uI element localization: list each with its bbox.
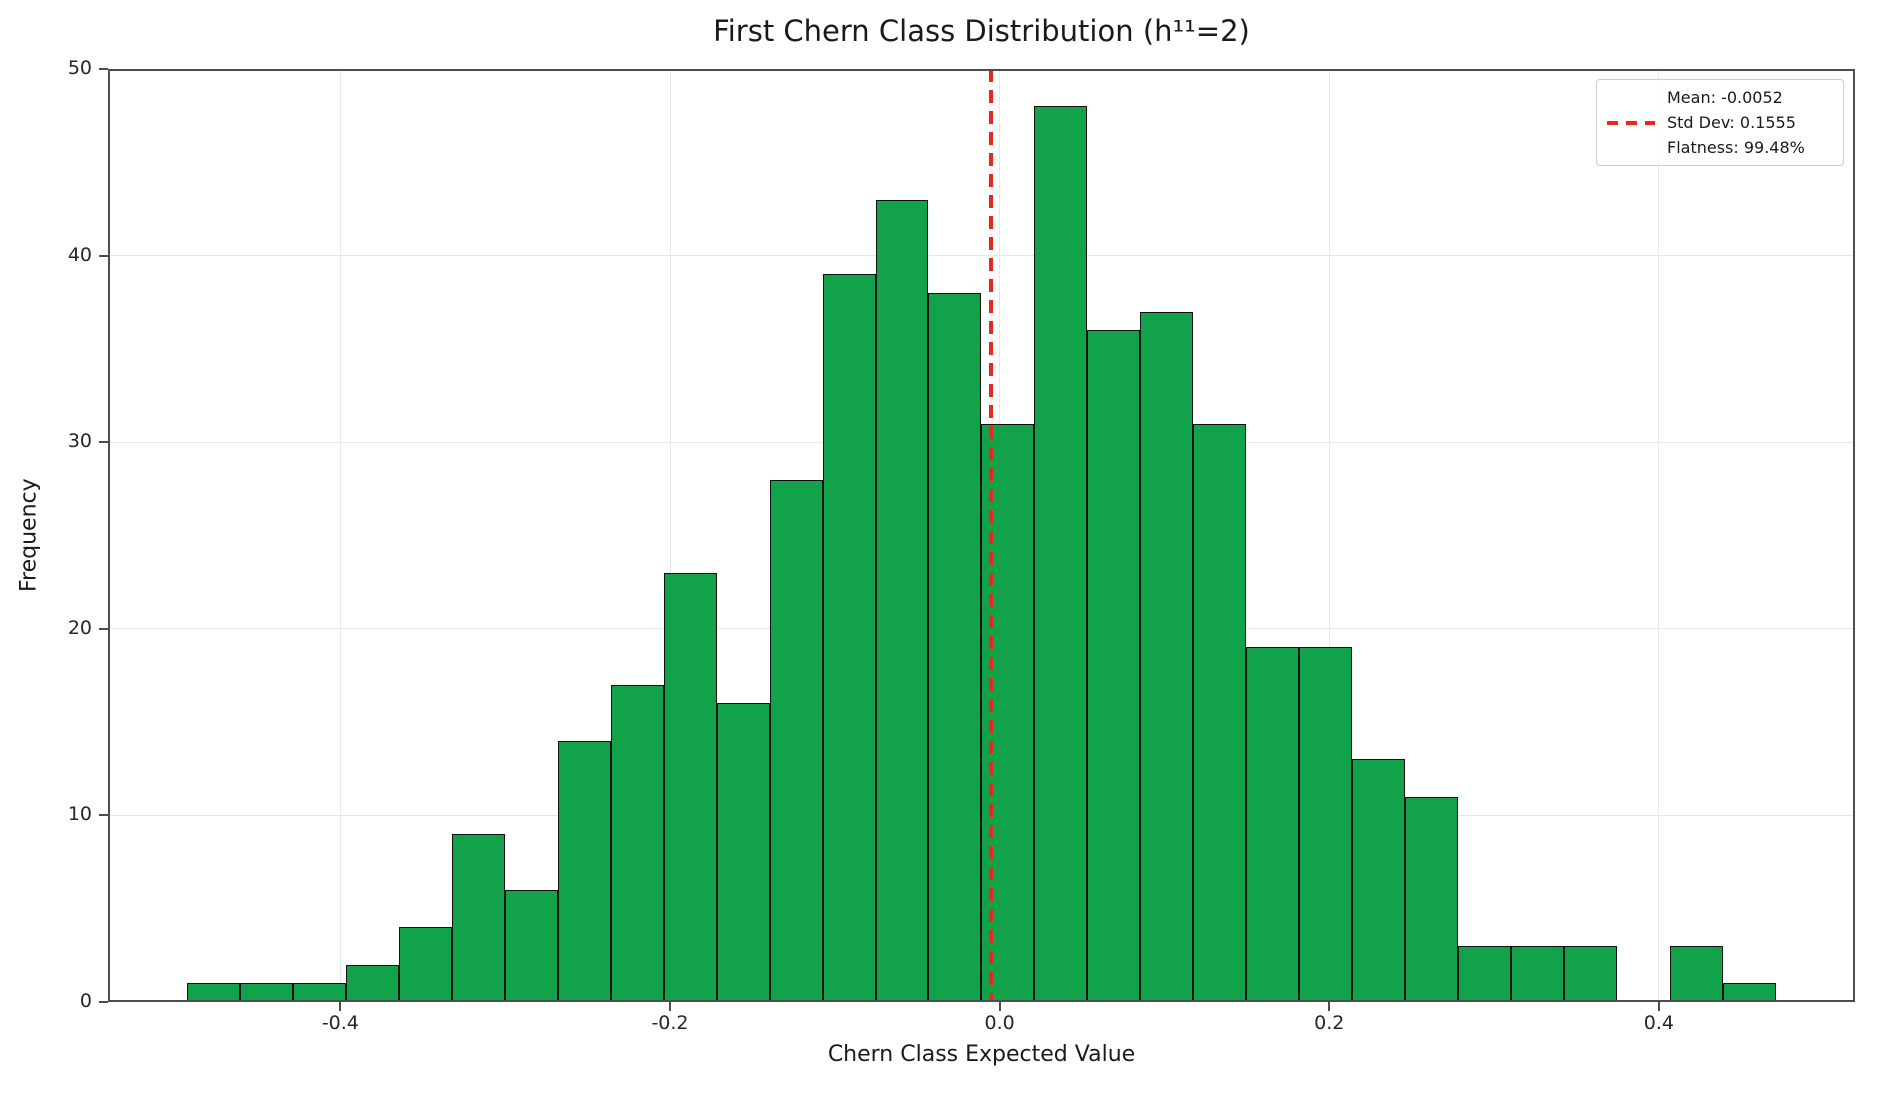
x-tick-label: -0.2 bbox=[651, 1012, 689, 1034]
histogram-bar bbox=[557, 740, 611, 1002]
legend-label-stddev: Std Dev: 0.1555 bbox=[1667, 113, 1796, 132]
mean-line bbox=[989, 69, 994, 1002]
x-tick-label: 0.0 bbox=[984, 1012, 1015, 1034]
gridline-x--0.2 bbox=[669, 69, 671, 1002]
y-tick-mark bbox=[99, 814, 108, 817]
histogram-bar bbox=[240, 983, 294, 1002]
histogram-bar bbox=[822, 274, 876, 1002]
y-tick-mark bbox=[99, 68, 108, 70]
y-tick-mark bbox=[99, 441, 108, 444]
histogram-bar bbox=[1034, 106, 1088, 1002]
gridline-y-50 bbox=[108, 68, 1855, 70]
tick-marks-layer bbox=[99, 68, 1855, 1011]
legend-entry-mean: Mean: -0.0052 bbox=[1607, 85, 1833, 110]
histogram-bar bbox=[663, 572, 717, 1002]
gridline-x-0.4 bbox=[1658, 69, 1660, 1002]
x-tick-mark bbox=[339, 1002, 342, 1011]
histogram-bar bbox=[1140, 311, 1194, 1002]
histogram-bar bbox=[1669, 946, 1723, 1002]
x-tick-label: 0.4 bbox=[1643, 1012, 1674, 1034]
y-tick-label: 20 bbox=[67, 616, 92, 639]
y-tick-label: 30 bbox=[67, 430, 92, 453]
y-tick-label: 50 bbox=[67, 57, 92, 79]
histogram-bar bbox=[1458, 946, 1511, 1002]
histogram-bar bbox=[1722, 983, 1776, 1002]
histogram-bar bbox=[1246, 647, 1300, 1002]
y-tick-mark bbox=[99, 627, 108, 630]
gridline-x-0.2 bbox=[1328, 69, 1330, 1002]
histogram-bar bbox=[293, 983, 346, 1002]
histogram-bar bbox=[504, 890, 558, 1002]
histogram-bar bbox=[187, 983, 241, 1002]
histogram-bar bbox=[769, 479, 823, 1002]
x-tick-label: 0.2 bbox=[1314, 1012, 1345, 1034]
legend-label-flatness: Flatness: 99.48% bbox=[1667, 138, 1805, 157]
bars-layer bbox=[108, 69, 1855, 1002]
gridline-y-40 bbox=[108, 255, 1855, 257]
histogram-bar bbox=[1352, 759, 1406, 1002]
histogram-bar bbox=[928, 292, 982, 1002]
x-tick-mark bbox=[1328, 1002, 1331, 1011]
legend-entry-flatness: Flatness: 99.48% bbox=[1607, 135, 1833, 160]
plot-area bbox=[99, 68, 1855, 1011]
histogram-bar bbox=[1510, 946, 1564, 1002]
histogram-bar bbox=[345, 964, 399, 1002]
legend-entry-stddev: Std Dev: 0.1555 bbox=[1607, 110, 1833, 135]
legend-label-mean: Mean: -0.0052 bbox=[1667, 88, 1783, 107]
histogram-bar bbox=[875, 199, 929, 1002]
y-tick-label: 40 bbox=[67, 243, 92, 266]
x-axis-label: Chern Class Expected Value bbox=[827, 1042, 1136, 1067]
gridline-x--0.4 bbox=[339, 69, 341, 1002]
legend: Mean: -0.0052 Std Dev: 0.1555 Flatness: … bbox=[1596, 79, 1844, 166]
x-tick-mark bbox=[669, 1002, 671, 1011]
histogram-bar bbox=[610, 684, 664, 1002]
y-axis-label: Frequency bbox=[16, 478, 42, 593]
red-dashed-line-icon bbox=[1607, 120, 1655, 125]
x-tick-mark bbox=[1657, 1002, 1660, 1011]
y-tick-mark bbox=[99, 254, 108, 257]
histogram-bar bbox=[1087, 330, 1141, 1002]
histogram-bar bbox=[398, 927, 452, 1002]
y-tick-label: 10 bbox=[67, 803, 92, 826]
histogram-bar bbox=[1563, 946, 1617, 1002]
histogram-bar bbox=[1299, 647, 1353, 1002]
y-tick-label: 0 bbox=[79, 990, 92, 1012]
histogram-bar bbox=[1405, 796, 1458, 1002]
x-tick-label: -0.4 bbox=[321, 1012, 359, 1034]
mean-line-layer bbox=[108, 69, 1855, 1002]
histogram-bar bbox=[716, 703, 770, 1002]
histogram-bar bbox=[451, 834, 505, 1002]
x-tick-mark bbox=[998, 1002, 1001, 1011]
chart-title: First Chern Class Distribution (h¹¹=2) bbox=[713, 14, 1250, 48]
histogram-bar bbox=[1193, 423, 1247, 1002]
y-tick-mark bbox=[99, 1001, 108, 1003]
